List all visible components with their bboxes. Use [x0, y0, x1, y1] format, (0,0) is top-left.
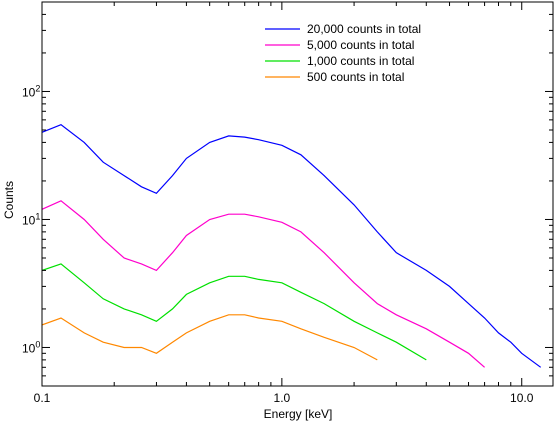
legend: 20,000 counts in total 5,000 counts in to… [265, 22, 421, 84]
series-line-4 [42, 314, 378, 361]
y-tick-label: 102 [22, 83, 40, 99]
x-tick-label: 1.0 [274, 391, 291, 405]
y-axis-label: Counts [2, 181, 16, 219]
series-line-3 [42, 263, 427, 361]
series-line-2 [42, 200, 485, 368]
series-line-1 [42, 124, 542, 368]
y-tick-label: 101 [22, 211, 40, 227]
plot-frame [41, 1, 554, 387]
x-tick-label: 10.0 [510, 391, 534, 405]
legend-label: 1,000 counts in total [307, 54, 414, 68]
y-tick-labels: 100 101 102 [22, 83, 40, 355]
tick-marks [41, 1, 553, 387]
legend-label: 500 counts in total [307, 70, 404, 84]
legend-label: 5,000 counts in total [307, 38, 414, 52]
x-axis-label: Energy [keV] [264, 407, 333, 421]
x-tick-label: 0.1 [34, 391, 51, 405]
y-tick-label: 100 [22, 339, 40, 355]
x-tick-labels: 0.1 1.0 10.0 [34, 391, 534, 405]
series-layer [42, 124, 542, 368]
legend-label: 20,000 counts in total [307, 22, 421, 36]
